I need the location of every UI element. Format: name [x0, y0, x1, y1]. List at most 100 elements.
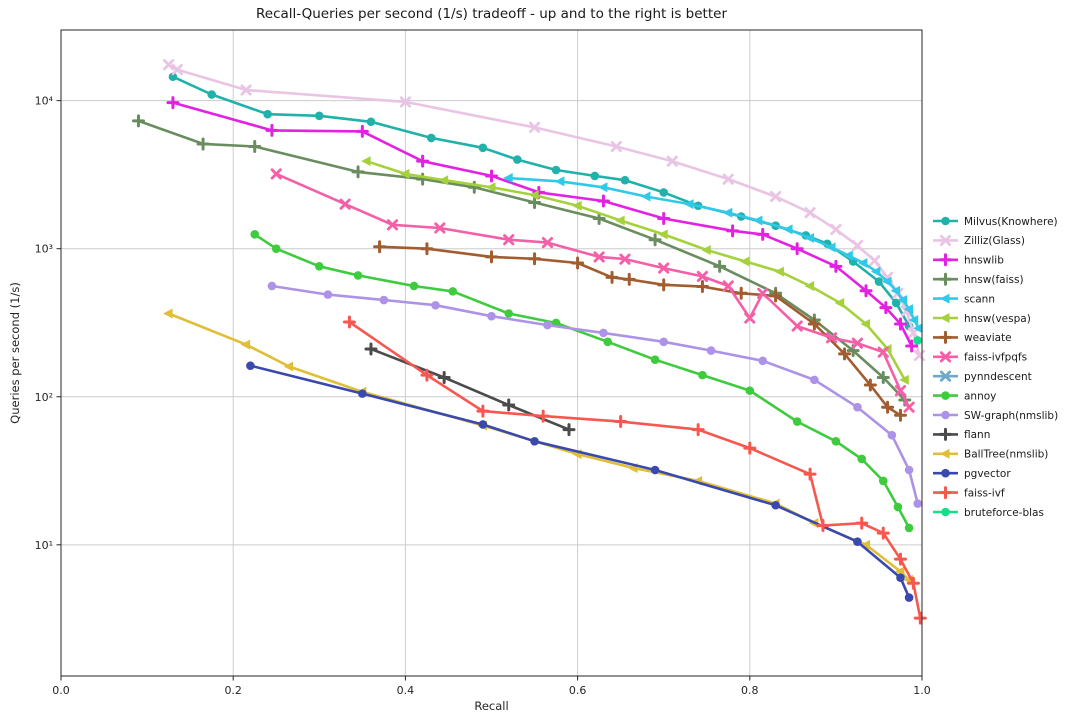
data-point-marker — [834, 297, 845, 308]
data-point-marker — [903, 401, 915, 413]
legend-label: scann — [964, 293, 995, 305]
series-faiss-ivfpqfs — [270, 168, 915, 413]
data-point-marker — [622, 272, 636, 286]
data-point-marker — [757, 287, 769, 299]
data-point-marker — [706, 346, 716, 355]
data-point-marker — [657, 278, 671, 292]
data-point-marker — [528, 252, 542, 266]
legend-item-scann: scann — [933, 293, 995, 305]
data-point-marker — [250, 230, 260, 239]
data-point-marker — [940, 313, 950, 323]
data-point-marker — [829, 259, 843, 273]
data-point-marker — [599, 328, 608, 338]
y-tick-label: 10³ — [35, 243, 53, 256]
data-point-marker — [752, 215, 763, 226]
data-point-marker — [783, 224, 793, 235]
data-point-marker — [315, 262, 324, 271]
data-point-marker — [504, 309, 514, 318]
data-point-marker — [502, 398, 516, 412]
series-line — [365, 159, 907, 382]
data-point-marker — [722, 280, 734, 292]
x-tick-label: 1.0 — [913, 684, 931, 697]
legend-item-flann: flann — [933, 427, 990, 441]
data-point-marker — [860, 539, 871, 550]
data-point-marker — [906, 576, 920, 590]
data-point-marker — [263, 109, 272, 119]
legend-item-pynndescent: pynndescent — [933, 370, 1032, 383]
data-point-marker — [893, 502, 903, 512]
data-point-marker — [592, 211, 606, 225]
data-point-marker — [831, 437, 841, 446]
plot-border — [60, 29, 923, 677]
data-point-marker — [593, 251, 605, 263]
data-point-marker — [698, 370, 707, 380]
legend-label: flann — [964, 429, 990, 441]
data-point-marker — [804, 280, 815, 291]
data-point-marker — [816, 519, 830, 533]
data-point-marker — [562, 423, 576, 437]
data-point-marker — [843, 250, 853, 261]
data-point-marker — [486, 182, 496, 193]
data-point-marker — [870, 266, 881, 277]
data-point-marker — [769, 289, 783, 303]
data-point-marker — [355, 124, 369, 138]
data-point-marker — [171, 64, 183, 76]
data-point-marker — [853, 402, 862, 412]
legend-label: Milvus(Knowhere) — [964, 216, 1058, 228]
data-point-marker — [904, 465, 914, 475]
data-point-marker — [270, 168, 282, 180]
data-point-marker — [696, 270, 709, 282]
data-point-marker — [722, 173, 734, 185]
data-point-marker — [904, 593, 914, 602]
data-point-marker — [614, 415, 628, 429]
data-point-marker — [722, 207, 733, 218]
data-point-marker — [897, 295, 908, 306]
data-point-marker — [851, 337, 864, 349]
data-point-marker — [905, 339, 919, 353]
data-point-marker — [939, 330, 952, 344]
data-point-marker — [666, 155, 678, 167]
data-point-marker — [896, 573, 905, 582]
data-point-marker — [478, 420, 488, 429]
data-point-marker — [271, 244, 281, 253]
data-point-marker — [620, 175, 630, 185]
data-point-marker — [416, 154, 430, 168]
data-point-marker — [734, 286, 748, 300]
x-tick-label: 0.4 — [397, 684, 415, 697]
data-point-marker — [904, 523, 914, 533]
data-point-marker — [650, 465, 660, 475]
series-zilliz-glass — [163, 59, 926, 362]
y-tick-label: 10² — [35, 391, 53, 404]
data-point-marker — [876, 526, 890, 540]
data-point-marker — [597, 182, 608, 193]
legend-item-hnsw-vespa: hnsw(vespa) — [933, 313, 1031, 325]
series-sw-graph-nmslib — [267, 281, 922, 508]
legend-label: SW-graph(nmslib) — [964, 410, 1058, 422]
data-point-marker — [513, 155, 522, 164]
data-point-marker — [941, 507, 950, 517]
y-tick-label: 10¹ — [35, 539, 53, 552]
legend-label: hnsw(vespa) — [964, 313, 1031, 325]
data-point-marker — [857, 258, 868, 269]
legend-item-hnswlib: hnswlib — [933, 253, 1004, 267]
data-point-marker — [684, 199, 694, 210]
data-point-marker — [771, 500, 780, 510]
data-point-marker — [939, 427, 952, 441]
axes — [56, 29, 923, 681]
data-point-marker — [855, 516, 869, 530]
data-point-marker — [803, 467, 817, 481]
data-point-marker — [863, 378, 877, 392]
legend-item-hnsw-faiss: hnsw(faiss) — [933, 272, 1024, 286]
data-point-marker — [939, 370, 952, 382]
data-point-marker — [361, 156, 371, 167]
data-point-marker — [792, 417, 802, 426]
data-point-marker — [536, 409, 550, 423]
x-tick-label: 0.2 — [224, 684, 242, 697]
legend-label: pynndescent — [964, 371, 1032, 383]
data-point-marker — [874, 277, 884, 286]
data-point-marker — [659, 337, 668, 347]
series-line — [137, 119, 907, 402]
legend-label: faiss-ivfpqfs — [964, 352, 1027, 364]
